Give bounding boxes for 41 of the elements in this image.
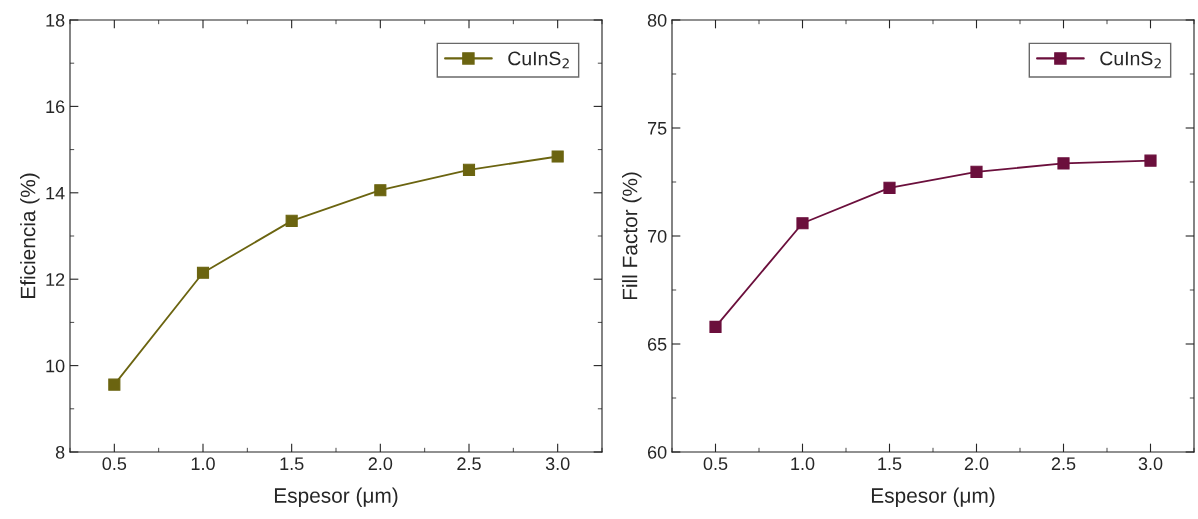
point	[196, 266, 210, 279]
y-tick-label: 80	[647, 13, 667, 27]
x-axis-title: Espesor (μm)	[871, 487, 995, 507]
point	[883, 181, 896, 194]
y-tick-label: 60	[647, 445, 667, 459]
legend-label: CuInS$_{2}$	[508, 51, 569, 69]
point	[462, 163, 476, 176]
y-tick-label: 70	[647, 229, 667, 243]
x-axis-title: Espesor (μm)	[274, 487, 398, 507]
y-axis-title: Fill Factor (%)	[622, 172, 642, 300]
x-tick-label: 1.0	[791, 457, 815, 471]
x-tick-label: 0.5	[102, 457, 127, 471]
x-tick-label: 1.0	[191, 457, 215, 471]
point	[374, 184, 387, 197]
y-tick-label: 18	[46, 13, 65, 27]
x-tick-label: 3.0	[1138, 457, 1163, 471]
x-tick-label: 2.0	[368, 457, 393, 471]
point	[551, 150, 564, 163]
x-tick-label: 1.5	[878, 457, 902, 471]
point	[1057, 157, 1070, 170]
y-tick-label: 14	[46, 186, 65, 200]
x-tick-label: 1.5	[280, 457, 304, 471]
point	[796, 217, 809, 230]
y-tick-label: 16	[46, 100, 65, 114]
y-tick-label: 12	[46, 273, 65, 286]
y-axis-title: Eficiencia (%)	[20, 173, 40, 298]
y-tick-label: 65	[647, 337, 667, 351]
x-tick-label: 2.5	[1051, 457, 1076, 471]
point	[1144, 154, 1157, 167]
x-tick-label: 2.5	[457, 457, 481, 471]
y-tick-label: 10	[46, 359, 65, 373]
y-tick-label: 75	[647, 122, 667, 135]
point	[709, 320, 722, 334]
x-tick-label: 2.0	[964, 457, 989, 471]
x-tick-label: 0.5	[703, 457, 728, 471]
point	[285, 214, 298, 227]
y-tick-label: 8	[55, 445, 65, 459]
point	[970, 165, 983, 178]
legend-label: CuInS$_{2}$	[1100, 51, 1161, 69]
point	[108, 378, 121, 391]
x-tick-label: 3.0	[545, 457, 570, 471]
